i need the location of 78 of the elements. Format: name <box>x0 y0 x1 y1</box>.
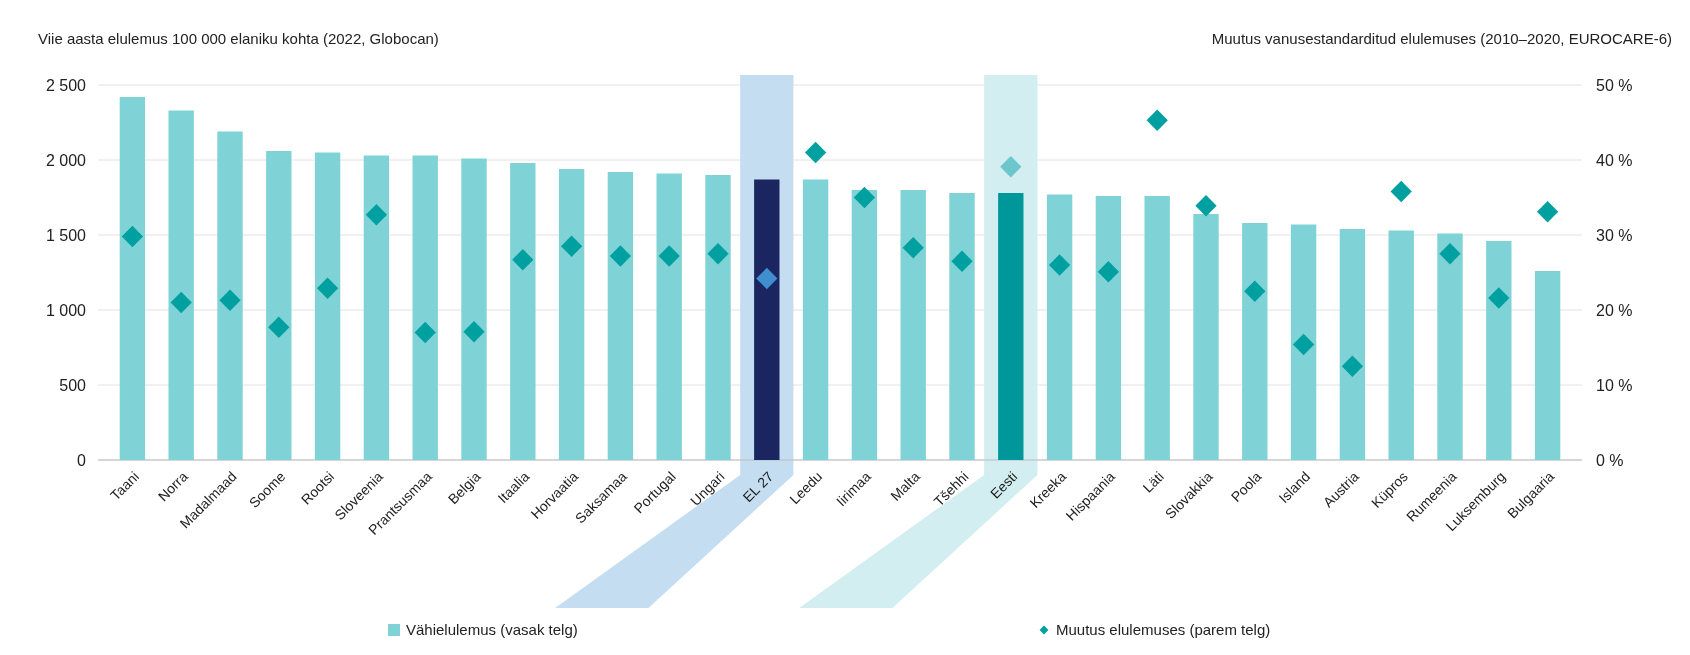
point <box>1048 254 1071 276</box>
y2-tick-label: 20 % <box>1596 301 1633 319</box>
bar <box>168 110 194 460</box>
bar <box>1046 194 1073 460</box>
bar <box>900 190 926 460</box>
bar <box>851 190 878 460</box>
point <box>316 277 339 299</box>
point <box>463 321 485 343</box>
point <box>512 249 534 271</box>
y-axis-title: Viie aasta elulemus 100 000 elaniku kohta (2022, Globocan) <box>38 30 439 47</box>
bar <box>1339 229 1366 460</box>
y-tick-label: 2 500 <box>45 76 87 94</box>
legend-label: Vähielulemus (vasak telg) <box>406 621 578 639</box>
point <box>365 204 388 226</box>
point <box>951 250 973 272</box>
point <box>853 186 876 209</box>
point <box>707 243 729 265</box>
bar <box>119 97 146 460</box>
bar <box>461 158 487 460</box>
bar <box>656 173 682 460</box>
bar <box>754 179 780 460</box>
point <box>609 245 632 267</box>
y-tick-label: 500 <box>59 376 87 394</box>
bar <box>1144 196 1170 460</box>
bar <box>607 172 634 460</box>
bar <box>1534 271 1561 460</box>
bar <box>412 155 438 460</box>
point <box>756 267 778 290</box>
point <box>414 321 436 344</box>
point <box>1097 261 1120 283</box>
legend-label: Muutus elulemuses (parem telg) <box>1056 621 1271 639</box>
y2-tick-label: 10 % <box>1596 376 1633 394</box>
y2-tick-label: 30 % <box>1596 226 1633 244</box>
x-tick-label: EL 27 <box>739 468 777 506</box>
y-tick-label: 1 500 <box>45 226 87 244</box>
point <box>658 245 680 267</box>
y2-axis-title: Muutus vanusestandarditud elulemuses (2010–2020, EUROCARE-6) <box>1211 30 1672 47</box>
y-tick-label: 1 000 <box>45 301 87 319</box>
bar <box>1193 214 1219 460</box>
y-tick-label: 2 000 <box>45 151 87 169</box>
bar <box>949 193 975 460</box>
point <box>121 225 144 248</box>
bar <box>1095 196 1122 460</box>
point <box>1439 243 1461 265</box>
point <box>219 289 241 311</box>
bar <box>1290 224 1317 460</box>
point <box>1488 287 1510 309</box>
bar <box>802 179 829 460</box>
bar <box>217 131 243 460</box>
point <box>268 316 290 338</box>
bar <box>1388 230 1414 460</box>
point <box>1341 355 1364 377</box>
bar <box>363 155 390 460</box>
point <box>1292 333 1315 356</box>
bar <box>314 152 341 460</box>
bar <box>1486 241 1512 460</box>
y-tick-label: 0 <box>77 451 87 469</box>
point <box>1000 156 1022 178</box>
point <box>804 141 827 164</box>
bar <box>510 163 536 460</box>
y2-tick-label: 40 % <box>1596 151 1633 169</box>
y2-tick-label: 50 % <box>1596 76 1633 94</box>
point <box>1146 109 1168 131</box>
point <box>1536 201 1559 223</box>
point <box>1195 195 1217 217</box>
bar <box>1437 233 1463 460</box>
point <box>170 291 192 314</box>
point <box>902 237 924 259</box>
y2-tick-label: 0 % <box>1596 451 1624 469</box>
bar <box>705 175 731 460</box>
bar <box>998 193 1024 460</box>
point <box>560 235 583 257</box>
point <box>1390 180 1412 203</box>
bar <box>1242 223 1268 460</box>
point <box>1244 280 1266 302</box>
x-tick-label: Läti <box>1139 468 1167 496</box>
bar <box>558 169 585 460</box>
bar <box>266 151 292 460</box>
